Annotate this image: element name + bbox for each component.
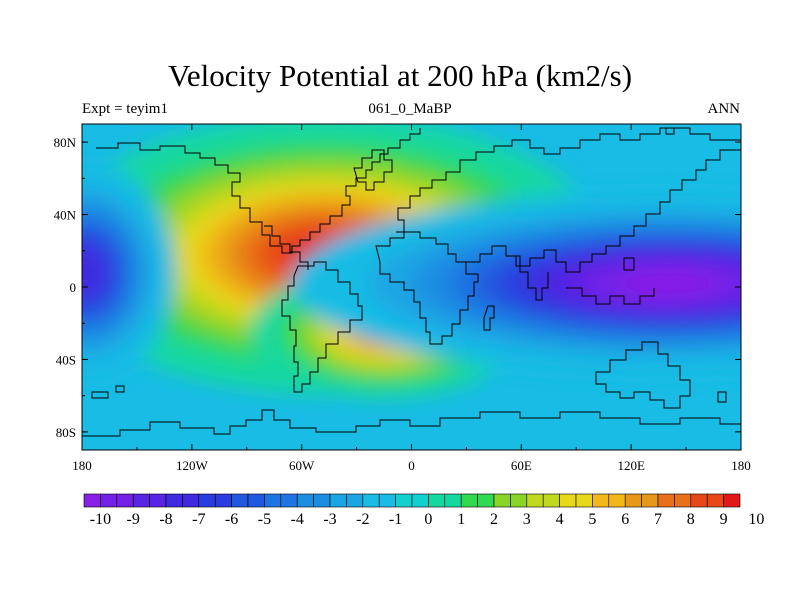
colorbar-box — [247, 493, 265, 508]
colorbar-box — [690, 493, 708, 508]
coastline-europe — [396, 127, 741, 233]
coastline-antarctica — [82, 409, 741, 437]
x-tick-label: 60W — [289, 458, 315, 473]
coastline-australia — [595, 341, 691, 409]
colorbar-box — [477, 493, 495, 508]
colorbar-label: 2 — [490, 511, 498, 528]
colorbar-label: -6 — [225, 511, 238, 528]
colorbar-box — [428, 493, 446, 508]
coastline-new-zealand — [717, 391, 727, 403]
x-axis: 180 120W 60W 0 60E 120E 180 — [72, 124, 751, 473]
colorbar-label: 5 — [588, 511, 596, 528]
colorbar-box — [346, 493, 364, 508]
x-tick-label: 120E — [617, 458, 645, 473]
colorbar-label: 10 — [748, 511, 764, 528]
colorbar-label: -5 — [258, 511, 271, 528]
colorbar-label: -1 — [389, 511, 402, 528]
min-east-pacific-level — [82, 269, 90, 276]
y-axis: 80N 40N 0 40S 80S — [54, 135, 741, 440]
colorbar-box — [214, 493, 232, 508]
colorbar-box — [608, 493, 626, 508]
coastline-south-america — [281, 261, 363, 393]
colorbar-label: -2 — [356, 511, 369, 528]
colorbar-label: -9 — [127, 511, 140, 528]
colorbar-label: 7 — [654, 511, 662, 528]
colorbar-box — [231, 493, 249, 508]
colorbar-box — [149, 493, 167, 508]
coastline-africa — [375, 231, 479, 345]
coastline-madagascar — [483, 305, 495, 331]
colorbar-box — [624, 493, 642, 508]
colorbar-box — [592, 493, 610, 508]
x-tick-label: 0 — [408, 458, 415, 473]
colorbar-box — [674, 493, 692, 508]
colorbar-label: 8 — [687, 511, 695, 528]
coastline-india — [512, 255, 549, 301]
season-label: ANN — [707, 101, 741, 117]
colorbar-box — [444, 493, 462, 508]
y-tick-label: 80N — [54, 135, 77, 150]
x-tick-label: 120W — [176, 458, 209, 473]
colorbar-box — [510, 493, 528, 508]
colorbar-label: 4 — [556, 511, 564, 528]
coastline-islands — [91, 127, 675, 399]
colorbar-box — [378, 493, 396, 508]
coastline-greenland — [353, 149, 393, 191]
colorbar: -10 -9 -8 -7 -6 -5 -4 -3 -2 -1 0 1 2 3 4 5 6 7 8 9 10 — [83, 493, 764, 528]
colorbar-box — [264, 493, 282, 508]
colorbar-box — [723, 493, 741, 508]
colorbar-box — [313, 493, 331, 508]
colorbar-box — [706, 493, 724, 508]
x-tick-label: 180 — [72, 458, 92, 473]
colorbar-label: 9 — [720, 511, 728, 528]
colorbar-box — [460, 493, 478, 508]
colorbar-box — [559, 493, 577, 508]
colorbar-box — [198, 493, 216, 508]
colorbar-box — [182, 493, 200, 508]
colorbar-box — [657, 493, 675, 508]
colorbar-box — [542, 493, 560, 508]
colorbar-label: -7 — [192, 511, 205, 528]
y-tick-label: 0 — [70, 280, 77, 295]
colorbar-box — [165, 493, 183, 508]
case-label: 061_0_MaBP — [368, 101, 452, 117]
colorbar-box — [575, 493, 593, 508]
colorbar-box — [362, 493, 380, 508]
min-west-pacific-level — [618, 271, 718, 296]
chart-title: Velocity Potential at 200 hPa (km2/s) — [167, 58, 633, 93]
colorbar-box — [526, 493, 544, 508]
y-tick-label: 40N — [54, 208, 77, 223]
colorbar-label: 3 — [523, 511, 531, 528]
coastline-north-america — [96, 128, 421, 254]
colorbar-box — [83, 493, 101, 508]
min-east-pacific-level — [82, 247, 107, 298]
y-tick-label: 80S — [56, 425, 76, 440]
colorbar-box — [493, 493, 511, 508]
colorbar-box — [395, 493, 413, 508]
colorbar-label: -4 — [291, 511, 304, 528]
colorbar-box — [280, 493, 298, 508]
colorbar-box — [329, 493, 347, 508]
coastline-se-asia — [566, 287, 655, 305]
y-tick-label: 40S — [56, 352, 76, 367]
colorbar-label: 0 — [424, 511, 432, 528]
colorbar-box — [411, 493, 429, 508]
colorbar-label: -3 — [323, 511, 336, 528]
colorbar-box — [132, 493, 150, 508]
colorbar-label: 1 — [457, 511, 465, 528]
experiment-label: Expt = teyim1 — [82, 101, 168, 117]
colorbar-label: -8 — [159, 511, 172, 528]
contour-field — [82, 124, 741, 450]
colorbar-label: -10 — [90, 511, 111, 528]
colorbar-box — [641, 493, 659, 508]
colorbar-box — [100, 493, 118, 508]
coastline-central-america — [264, 225, 309, 270]
colorbar-box — [296, 493, 314, 508]
colorbar-box — [116, 493, 134, 508]
x-tick-label: 60E — [511, 458, 532, 473]
x-tick-label: 180 — [731, 458, 751, 473]
colorbar-label: 6 — [621, 511, 629, 528]
coastlines — [82, 127, 741, 437]
